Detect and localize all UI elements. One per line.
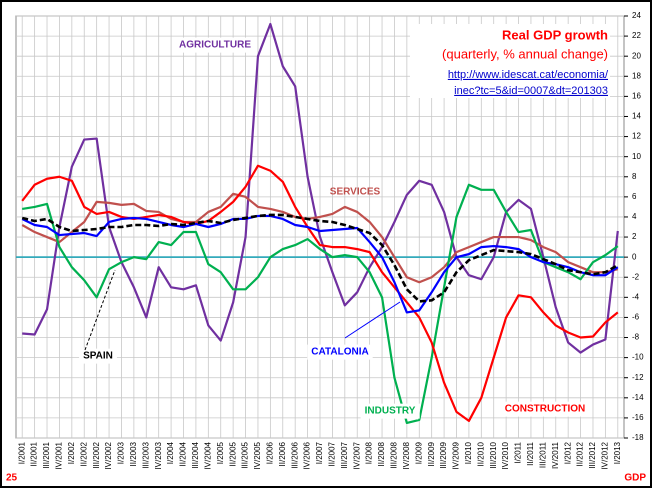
x-tick-label: III/2011 (538, 441, 547, 468)
series-line (21, 213, 619, 303)
series-label: AGRICULTURE (179, 40, 251, 51)
y-tick-label: -4 (632, 292, 640, 301)
title-box (410, 24, 610, 98)
y-tick-label: 16 (632, 91, 641, 100)
x-tick-label: II/2008 (377, 441, 386, 466)
series-line (22, 183, 619, 425)
labels: AGRICULTURE SERVICES INDUSTRY CONSTRUCTION C… (79, 37, 590, 419)
y-tick-label: -2 (632, 272, 640, 281)
x-tick-label: III/2012 (588, 441, 597, 468)
x-tick-label: II/2001 (30, 441, 39, 466)
y-tick-label: 18 (632, 71, 641, 80)
y-tick-label: 14 (632, 112, 641, 121)
x-tick-label: IV/2011 (551, 441, 560, 469)
series-line (21, 192, 619, 284)
x-tick-label: IV/2006 (303, 441, 312, 469)
chart-subtitle: (quarterly, % annual change) (442, 46, 608, 61)
y-tick-label: 24 (632, 11, 641, 20)
x-tick-label: III/2010 (489, 441, 498, 468)
x-tick-label: I/2008 (365, 441, 374, 464)
x-tick-label: III/2002 (92, 441, 101, 468)
y-tick-label: -10 (632, 353, 644, 362)
label-box (79, 348, 117, 364)
x-tick-label: I/2007 (315, 441, 324, 464)
x-tick-label: III/2004 (191, 441, 200, 468)
x-tick-label: IV/2012 (600, 441, 609, 469)
x-tick-label: I/2004 (166, 441, 175, 464)
x-tick-label: IV/2002 (104, 441, 113, 469)
label-box (174, 37, 256, 53)
y-tick-label: -14 (632, 393, 644, 402)
x-tick-label: III/2006 (290, 441, 299, 468)
y-tick-label: 20 (632, 51, 641, 60)
x-tick-label: IV/2004 (203, 441, 212, 469)
y-tick-label: -8 (632, 333, 640, 342)
x-tick-label: I/2001 (17, 441, 26, 464)
y-tick-label: 0 (632, 252, 637, 261)
source-link[interactable]: inec?tc=5&id=0007&dt=201303 (454, 85, 608, 97)
x-tick-label: III/2003 (141, 441, 150, 468)
x-tick-label: II/2006 (278, 441, 287, 466)
y-tick-label: 2 (632, 232, 637, 241)
x-tick-label: I/2010 (464, 441, 473, 464)
y-tick-label: -6 (632, 313, 640, 322)
x-tick-label: I/2013 (613, 441, 622, 464)
corner-label: 25 (6, 473, 18, 484)
x-tick-label: II/2010 (476, 441, 485, 466)
x-tick-label: II/2011 (526, 441, 535, 465)
pointer (84, 269, 116, 351)
label-box (307, 344, 373, 360)
series-label: SERVICES (330, 187, 381, 198)
source-link[interactable]: http://www.idescat.cat/economia/ (448, 69, 609, 81)
x-tick-label: II/2005 (228, 441, 237, 466)
x-tick-label: I/2003 (117, 441, 126, 464)
x-tick-label: I/2005 (216, 441, 225, 464)
x-tick-label: III/2005 (241, 441, 250, 468)
y-tick-label: -18 (632, 433, 644, 442)
x-tick-label: II/2009 (427, 441, 436, 466)
x-tick-label: IV/2008 (402, 441, 411, 469)
x-tick-label: IV/2010 (501, 441, 510, 469)
x-tick-label: III/2008 (390, 441, 399, 468)
series-label: CATALONIA (311, 347, 368, 358)
x-tick-label: I/2012 (563, 441, 572, 464)
corner-label: GDP (624, 473, 646, 484)
x-tick-label: III/2009 (439, 441, 448, 468)
x-tick-label: IV/2005 (253, 441, 262, 469)
x-tick-label: II/2004 (179, 441, 188, 466)
series-label: SPAIN (83, 351, 113, 362)
series-line (21, 214, 619, 314)
series-label: CONSTRUCTION (505, 404, 586, 415)
x-tick-label: II/2012 (576, 441, 585, 466)
chart-title: Real GDP growth (502, 27, 608, 42)
x-tick-label: I/2006 (265, 441, 274, 464)
y-tick-label: 22 (632, 31, 641, 40)
y-tick-label: 12 (632, 132, 641, 141)
lines (21, 22, 619, 425)
x-tick-label: III/2001 (42, 441, 51, 468)
label-box (500, 401, 590, 417)
x-tick-label: IV/2003 (154, 441, 163, 469)
y-tick-label: 4 (632, 212, 637, 221)
y-tick-label: 8 (632, 172, 637, 181)
y-tick-label: -12 (632, 373, 644, 382)
pointer (344, 301, 401, 339)
x-tick-label: II/2003 (129, 441, 138, 466)
x-tick-label: II/2002 (79, 441, 88, 466)
x-tick-label: I/2002 (67, 441, 76, 464)
x-tick-label: IV/2009 (452, 441, 461, 469)
y-tick-label: 6 (632, 192, 637, 201)
x-tick-label: II/2007 (328, 441, 337, 466)
x-tick-label: IV/2007 (352, 441, 361, 469)
series-line (21, 164, 619, 423)
y-tick-label: -16 (632, 413, 644, 422)
x-tick-label: IV/2001 (55, 441, 64, 469)
series-label: INDUSTRY (365, 406, 416, 417)
x-tick-label: I/2009 (414, 441, 423, 464)
x-tick-label: I/2011 (514, 441, 523, 463)
x-tick-label: III/2007 (340, 441, 349, 468)
label-box (360, 403, 420, 419)
y-tick-label: 10 (632, 152, 641, 161)
